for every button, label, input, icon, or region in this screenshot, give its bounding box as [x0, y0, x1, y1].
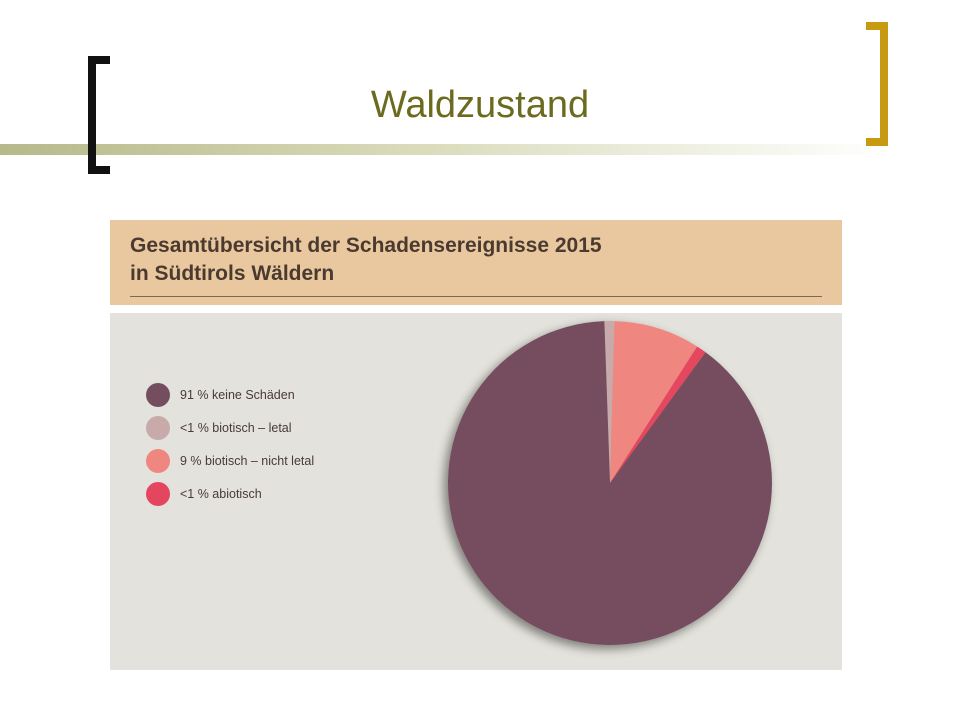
pie-slice	[610, 321, 698, 483]
legend-swatch	[146, 448, 170, 473]
legend-swatch	[146, 382, 170, 407]
legend-item: 91 % keine Schäden	[146, 378, 314, 411]
infographic-header: Gesamtübersicht der Schadensereignisse 2…	[110, 220, 842, 313]
legend-item: 9 % biotisch – nicht letal	[146, 444, 314, 477]
slide-title: Waldzustand	[370, 84, 590, 126]
legend-item: <1 % biotisch – letal	[146, 411, 314, 444]
legend-swatch	[146, 415, 170, 440]
left-bracket-decoration	[88, 56, 110, 174]
legend-label: <1 % abiotisch	[180, 486, 262, 501]
pie-slice	[448, 321, 772, 645]
infographic-panel: Gesamtübersicht der Schadensereignisse 2…	[110, 220, 842, 670]
chart-title: Gesamtübersicht der Schadensereignisse 2…	[130, 234, 602, 285]
legend-label: 91 % keine Schäden	[180, 387, 295, 402]
header-gap	[110, 305, 842, 313]
legend-label: <1 % biotisch – letal	[180, 420, 292, 435]
legend-item: <1 % abiotisch	[146, 477, 314, 510]
legend-swatch	[146, 481, 170, 506]
header-accent-line	[0, 144, 890, 155]
header-rule	[130, 296, 822, 297]
legend-label: 9 % biotisch – nicht letal	[180, 453, 315, 468]
chart-legend: 91 % keine Schäden <1 % biotisch – letal 9…	[146, 378, 314, 510]
pie-slice	[604, 321, 615, 483]
pie-chart	[448, 321, 772, 645]
pie-slice	[610, 346, 706, 483]
right-bracket-decoration	[866, 22, 888, 146]
